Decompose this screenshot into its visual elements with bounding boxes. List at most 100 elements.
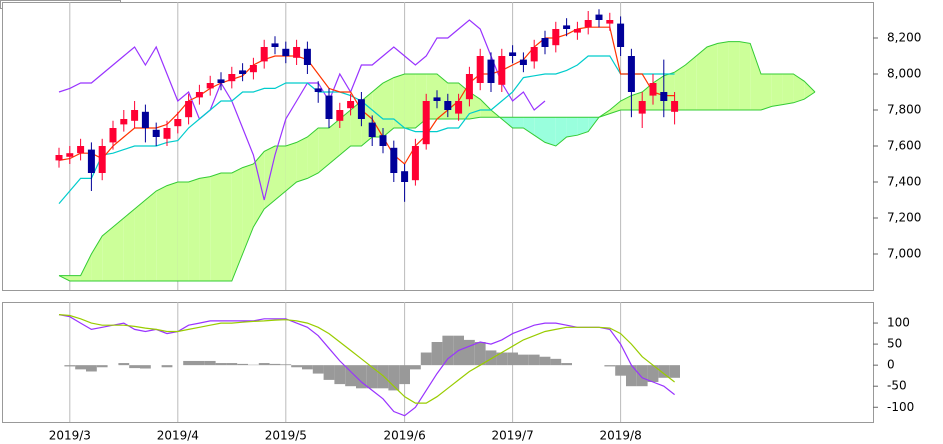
cloud-segment bbox=[210, 173, 221, 281]
cloud-segment bbox=[167, 182, 178, 281]
candle-body bbox=[509, 52, 517, 56]
candle-body bbox=[660, 92, 668, 101]
histogram-bar bbox=[129, 365, 140, 369]
histogram-bar bbox=[626, 365, 637, 387]
candle-body bbox=[476, 56, 484, 83]
candle-body bbox=[357, 99, 365, 119]
candle-body bbox=[282, 48, 290, 56]
indicator-line bbox=[58, 26, 675, 165]
candle-body bbox=[260, 47, 268, 62]
histogram-bar bbox=[258, 363, 270, 366]
cloud-segment bbox=[296, 137, 308, 182]
histogram-bar bbox=[615, 365, 626, 376]
histogram-bar bbox=[420, 352, 432, 366]
histogram-bar bbox=[507, 352, 518, 366]
y-tick-label: 7,000 bbox=[887, 247, 921, 261]
x-tick-label: 2019/5 bbox=[265, 429, 307, 443]
cloud-line bbox=[59, 41, 816, 277]
candle-body bbox=[368, 122, 376, 137]
cloud-segment bbox=[285, 142, 297, 191]
candle-body bbox=[141, 111, 149, 128]
histogram-bar bbox=[345, 365, 356, 387]
candle-body bbox=[627, 56, 635, 92]
x-tick-label: 2019/7 bbox=[491, 429, 533, 443]
candle-body bbox=[541, 38, 549, 47]
cloud-segment bbox=[123, 209, 135, 281]
histogram-bar bbox=[204, 360, 216, 366]
candle-body bbox=[249, 65, 257, 73]
candle-body bbox=[563, 25, 571, 29]
cloud-segment bbox=[91, 236, 103, 281]
candle-body bbox=[347, 101, 355, 109]
cloud-segment bbox=[275, 146, 286, 200]
cloud-segment bbox=[620, 95, 632, 110]
candle-body bbox=[152, 129, 160, 137]
candle-body bbox=[228, 74, 236, 82]
histogram-bar bbox=[658, 365, 670, 378]
candle-body bbox=[401, 171, 409, 182]
candle-body bbox=[303, 48, 311, 65]
candle-body bbox=[671, 101, 679, 112]
indicator-line bbox=[58, 314, 675, 417]
cloud-segment bbox=[793, 74, 805, 103]
candle-body bbox=[271, 43, 279, 47]
cloud-segment bbox=[739, 41, 751, 110]
cloud-segment bbox=[696, 47, 707, 110]
y-tick-label: -50 bbox=[887, 379, 907, 393]
histogram-bar bbox=[474, 342, 486, 366]
histogram-bar bbox=[410, 365, 421, 370]
candle-body bbox=[552, 29, 560, 46]
histogram-bar bbox=[118, 363, 130, 366]
candle-body bbox=[444, 101, 452, 110]
cloud-segment bbox=[577, 117, 589, 136]
candle-body bbox=[314, 88, 322, 92]
histogram-bar bbox=[334, 365, 346, 385]
histogram-bar bbox=[323, 365, 335, 380]
cloud-segment bbox=[782, 74, 794, 105]
candle-body bbox=[131, 110, 139, 121]
indicator-line bbox=[58, 55, 675, 204]
candle-body bbox=[98, 146, 106, 173]
cloud-segment bbox=[177, 182, 189, 281]
candle-body bbox=[595, 14, 603, 20]
candle-body bbox=[325, 95, 333, 119]
candle-body bbox=[422, 101, 430, 145]
candle-body bbox=[465, 74, 473, 100]
candle-body bbox=[163, 128, 171, 139]
cloud-segment bbox=[728, 41, 740, 110]
candle-body bbox=[379, 135, 387, 146]
histogram-bar bbox=[377, 365, 389, 389]
candle-body bbox=[66, 153, 74, 157]
histogram-bar bbox=[528, 354, 540, 366]
cloud-segment bbox=[480, 99, 491, 118]
histogram-bar bbox=[215, 363, 227, 366]
histogram-bar bbox=[442, 335, 454, 366]
cloud-segment bbox=[674, 65, 686, 110]
histogram-bar bbox=[464, 339, 475, 366]
candle-body bbox=[584, 20, 592, 28]
histogram-bar bbox=[86, 365, 97, 372]
histogram-bar bbox=[388, 365, 400, 391]
indicator-line bbox=[58, 19, 546, 201]
candle-body bbox=[530, 47, 538, 62]
candle-body bbox=[195, 92, 203, 98]
histogram-bar bbox=[183, 360, 194, 366]
cloud-segment bbox=[221, 173, 232, 281]
histogram-bar bbox=[647, 365, 659, 382]
candle-body bbox=[649, 83, 657, 96]
candle-body bbox=[120, 119, 128, 125]
y-tick-label: -100 bbox=[887, 400, 914, 414]
candle-body bbox=[336, 110, 344, 121]
candle-body bbox=[455, 101, 463, 114]
candle-body bbox=[498, 56, 506, 85]
histogram-bar bbox=[669, 365, 680, 378]
histogram-bar bbox=[561, 363, 572, 366]
cloud-segment bbox=[242, 164, 254, 254]
cloud-segment bbox=[145, 191, 157, 281]
cloud-segment bbox=[113, 218, 124, 281]
x-tick-label: 2019/6 bbox=[383, 429, 425, 443]
histogram-bar bbox=[226, 363, 238, 366]
y-tick-label: 50 bbox=[887, 337, 902, 351]
candle-body bbox=[487, 59, 495, 83]
